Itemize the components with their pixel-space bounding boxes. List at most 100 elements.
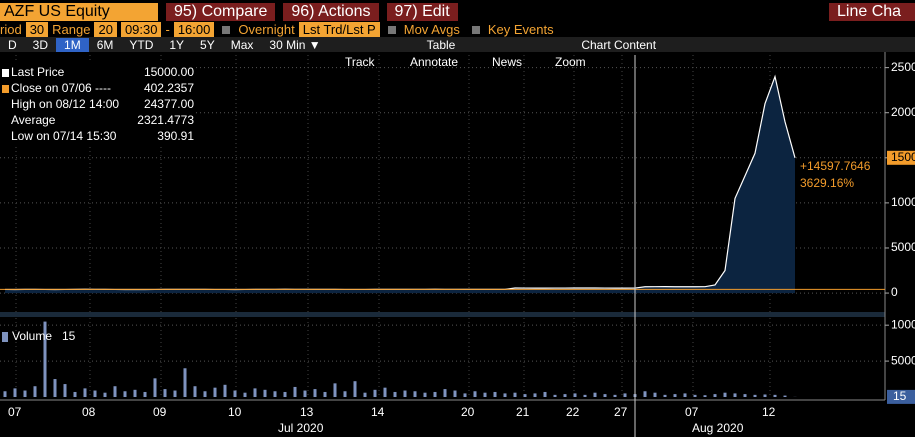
volume-bar bbox=[453, 390, 457, 397]
volume-bar bbox=[93, 390, 97, 397]
label: Key Events bbox=[487, 22, 554, 37]
volume-bar bbox=[413, 391, 417, 397]
legend-value: 15000.00 bbox=[144, 65, 194, 79]
volume-bar bbox=[593, 392, 597, 397]
volume-bar bbox=[583, 394, 587, 397]
period-button[interactable]: YTD bbox=[129, 37, 154, 52]
period-button[interactable]: 1Y bbox=[169, 37, 185, 52]
volume-bar bbox=[193, 386, 197, 397]
x-tick-label: 12 bbox=[762, 405, 776, 419]
y-tick-label: 25000 bbox=[891, 60, 915, 74]
settings-bar: riod 30 Range 20 09:30 - 16:00 Overnight… bbox=[0, 22, 915, 37]
x-tick-label: 20 bbox=[461, 405, 475, 419]
chart-content-button[interactable]: Chart Content bbox=[581, 37, 657, 52]
chart: 050001000015000200002500015000+14597.764… bbox=[0, 52, 915, 437]
volume-bar bbox=[123, 391, 127, 397]
period-button[interactable]: 3D bbox=[32, 37, 49, 52]
volume-bar bbox=[53, 379, 57, 397]
checkbox[interactable] bbox=[387, 25, 396, 34]
legend-value: 402.2357 bbox=[144, 81, 194, 95]
volume-bar bbox=[523, 394, 527, 397]
period-button[interactable]: Max bbox=[230, 37, 254, 52]
period-button[interactable]: 1M bbox=[56, 37, 89, 52]
field[interactable]: 20 bbox=[94, 22, 117, 37]
volume-bar bbox=[423, 392, 427, 397]
volume-bar bbox=[213, 387, 217, 397]
legend-swatch bbox=[2, 85, 9, 93]
volume-bar bbox=[263, 389, 267, 397]
x-tick-label: 13 bbox=[300, 405, 314, 419]
volume-bar bbox=[493, 391, 497, 397]
volume-bar bbox=[273, 391, 277, 397]
legend-value: 24377.00 bbox=[144, 97, 194, 111]
legend-label: Last Price bbox=[11, 65, 65, 79]
volume-bar bbox=[553, 394, 557, 397]
tool-button: Annotate bbox=[410, 55, 458, 69]
volume-bar bbox=[183, 368, 187, 397]
x-tick-label: 14 bbox=[371, 405, 385, 419]
periods: D 3D 1M 6M YTD 1Y 5Y Max 30 Min ▼ bbox=[0, 37, 329, 52]
period-button[interactable]: D bbox=[8, 37, 17, 52]
security[interactable]: AZF US Equity bbox=[0, 3, 158, 21]
volume-bar bbox=[733, 393, 737, 397]
label: riod bbox=[0, 22, 22, 37]
x-tick-label: 10 bbox=[228, 405, 242, 419]
y-tick-label: 20000 bbox=[891, 105, 915, 119]
panel-bg bbox=[0, 312, 885, 317]
x-tick-label: 21 bbox=[516, 405, 530, 419]
volume-bar bbox=[23, 390, 27, 397]
menu-item[interactable]: 97) Edit bbox=[386, 3, 458, 21]
volume-bar bbox=[503, 393, 507, 397]
legend-bg bbox=[0, 62, 196, 146]
volume-bar bbox=[283, 391, 287, 397]
menu-item[interactable]: 96) Actions bbox=[283, 3, 379, 21]
x-tick-label: 09 bbox=[153, 405, 167, 419]
checkbox[interactable] bbox=[471, 25, 480, 34]
field[interactable]: 09:30 bbox=[120, 22, 162, 37]
label: Mov Avgs bbox=[403, 22, 460, 37]
volume-bar bbox=[363, 392, 367, 397]
y-tick-label: 0 bbox=[891, 285, 898, 299]
checkbox[interactable] bbox=[222, 25, 231, 34]
volume-bar bbox=[333, 383, 337, 397]
volume-bar bbox=[253, 388, 257, 397]
volume-bar bbox=[173, 390, 177, 397]
period-button[interactable]: 6M bbox=[96, 37, 114, 52]
volume-bar bbox=[203, 391, 207, 397]
volume-bar bbox=[373, 389, 377, 397]
volume-bar bbox=[443, 389, 447, 397]
title-bar: AZF US Equity 95) Compare 96) Actions 97… bbox=[0, 2, 915, 22]
legend: Last Price 15000.00 Close on 07/06 ---- 402… bbox=[0, 62, 196, 146]
volume-bar bbox=[73, 391, 77, 397]
volume-bar bbox=[233, 390, 237, 397]
legend-label: High on 08/12 14:00 bbox=[11, 97, 119, 111]
volume-bar bbox=[623, 393, 627, 397]
change-pct: 3629.16% bbox=[800, 176, 854, 190]
volume-bar bbox=[713, 394, 717, 397]
y-tick-label: 5000 bbox=[891, 240, 915, 254]
legend-label: Average bbox=[11, 113, 56, 127]
chart-type[interactable]: Line Cha bbox=[829, 3, 915, 21]
label: Overnight bbox=[238, 22, 295, 37]
volume-bar bbox=[343, 391, 347, 397]
table-button[interactable]: Table bbox=[426, 37, 456, 52]
volume-bar bbox=[543, 391, 547, 397]
period-button[interactable]: 5Y bbox=[200, 37, 215, 52]
legend-value: 390.91 bbox=[157, 129, 194, 143]
y-tick-label: 10000 bbox=[891, 317, 915, 331]
volume-bar bbox=[323, 391, 327, 397]
period-button[interactable]: 30 Min ▼ bbox=[269, 37, 321, 52]
field[interactable]: 16:00 bbox=[173, 22, 215, 37]
field[interactable]: 30 bbox=[25, 22, 49, 37]
volume-bar bbox=[603, 394, 607, 397]
volume-bar bbox=[483, 392, 487, 397]
volume-bar bbox=[563, 394, 567, 397]
field[interactable]: Lst Trd/Lst P bbox=[298, 22, 380, 37]
menu-item[interactable]: 95) Compare bbox=[166, 3, 276, 21]
x-tick-label: 07 bbox=[685, 405, 699, 419]
x-tick-label: 07 bbox=[8, 405, 22, 419]
volume-bar bbox=[313, 389, 317, 397]
tool-button: News bbox=[492, 55, 522, 69]
volume-bar bbox=[63, 384, 67, 397]
volume-bar bbox=[683, 393, 687, 397]
